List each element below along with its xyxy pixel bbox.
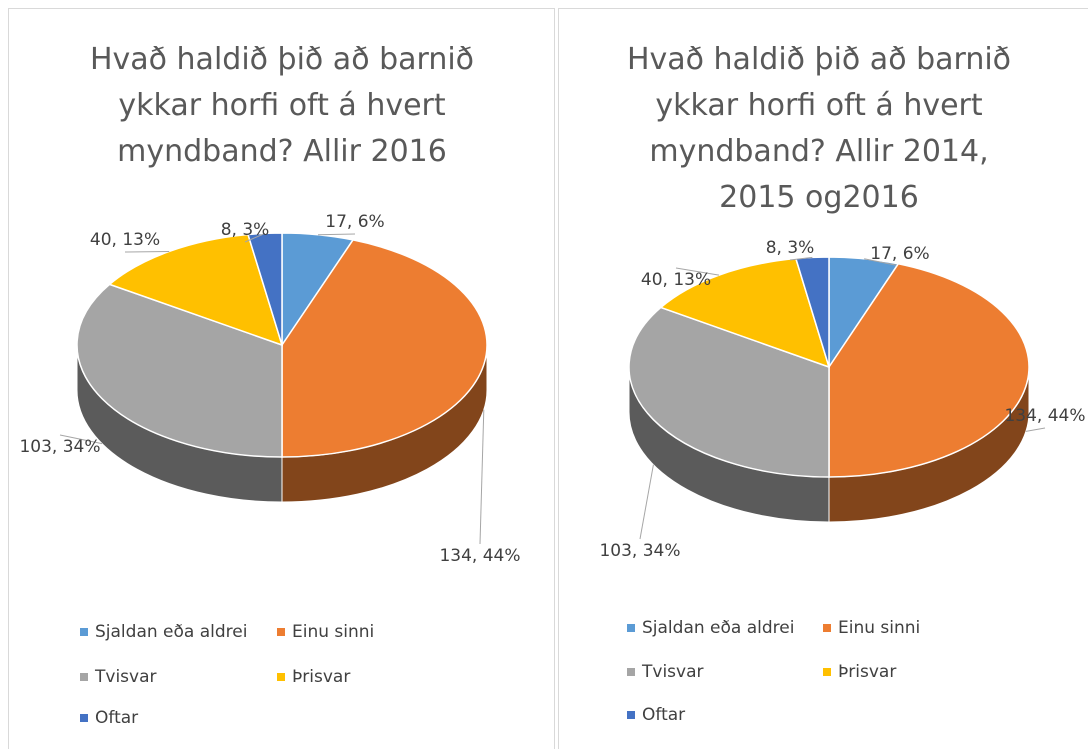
leader-line — [864, 258, 901, 267]
legend-swatch — [277, 673, 285, 681]
leader-line — [59, 434, 103, 445]
legend-label: Einu sinni — [838, 618, 920, 638]
chart-title: Hvað haldið þið að barnið ykkar horfi of… — [89, 42, 475, 169]
pie-slice — [108, 233, 284, 347]
legend-swatch — [80, 673, 88, 681]
leader-line — [1025, 427, 1046, 432]
legend-label: Oftar — [95, 708, 138, 728]
legend-swatch — [277, 628, 285, 636]
leader-line — [318, 233, 356, 236]
legend-label: Sjaldan eða aldrei — [642, 618, 794, 638]
data-label: 8, 3% — [221, 220, 270, 240]
chart-title: Hvað haldið þið að barnið ykkar horfi of… — [626, 42, 1012, 215]
leader-line — [124, 250, 170, 253]
legend-swatch — [627, 624, 635, 632]
legend-swatch — [823, 624, 831, 632]
pie-slice — [828, 262, 1030, 478]
leader-line — [675, 267, 720, 276]
legend-swatch — [627, 711, 635, 719]
legend-label: Sjaldan eða aldrei — [95, 622, 247, 642]
leader-line — [789, 256, 813, 261]
legend-swatch — [823, 668, 831, 676]
data-label: 134, 44% — [439, 546, 520, 566]
data-label: 8, 3% — [766, 238, 815, 258]
data-label: 17, 6% — [870, 244, 929, 264]
data-label: 134, 44% — [1004, 406, 1085, 426]
leader-line — [639, 464, 654, 540]
leader-line — [244, 232, 266, 243]
panel-border — [8, 8, 555, 749]
legend-swatch — [627, 668, 635, 676]
legend-label: Einu sinni — [292, 622, 374, 642]
data-label: 17, 6% — [325, 212, 384, 232]
data-label: 103, 34% — [599, 541, 680, 561]
pie-slice — [281, 239, 488, 458]
data-label: 103, 34% — [19, 437, 100, 457]
pie-slice — [659, 257, 831, 369]
pie-slice — [247, 232, 283, 346]
legend-label: Þrisvar — [292, 667, 350, 687]
legend-swatch — [80, 628, 88, 636]
data-label: 40, 13% — [90, 230, 160, 250]
legend-swatch — [80, 714, 88, 722]
legend-label: Oftar — [642, 705, 685, 725]
legend-label: Tvisvar — [641, 662, 704, 682]
leader-line — [479, 409, 485, 545]
legend-label: Þrisvar — [838, 662, 896, 682]
legend-label: Tvisvar — [94, 667, 157, 687]
data-label: 40, 13% — [641, 270, 711, 290]
panel-border — [558, 8, 1088, 749]
